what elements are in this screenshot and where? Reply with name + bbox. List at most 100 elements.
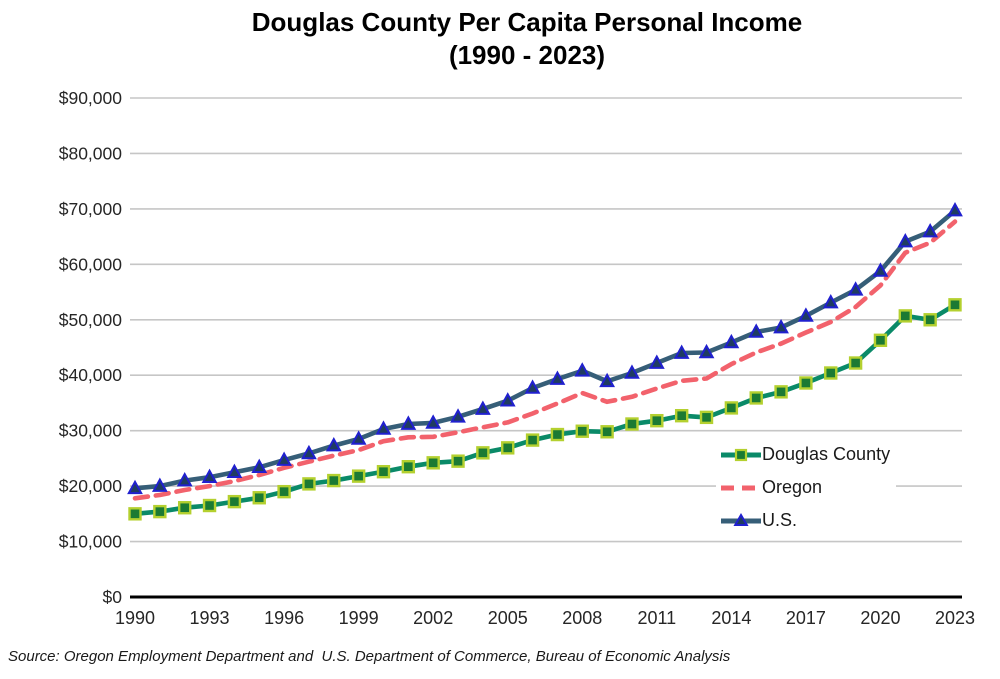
data-point-marker	[600, 425, 614, 439]
legend-swatch-us-icon	[720, 512, 762, 530]
legend-item-douglas-county: Douglas County	[720, 438, 890, 471]
data-point-marker	[201, 468, 218, 484]
legend-item-us: U.S.	[720, 504, 890, 537]
y-axis-tick-label: $90,000	[59, 88, 123, 108]
data-point-marker	[401, 460, 416, 474]
legend-item-oregon: Oregon	[720, 471, 890, 504]
data-point-marker	[277, 484, 291, 499]
x-axis-tick-label: 1993	[190, 608, 230, 628]
series-line-douglas-county	[132, 302, 958, 517]
data-point-marker	[375, 420, 392, 435]
data-point-marker	[822, 294, 839, 309]
data-point-marker	[923, 313, 937, 327]
chart-title: Douglas County Per Capita Personal Incom…	[0, 6, 1000, 71]
data-point-marker	[897, 233, 914, 248]
data-point-marker	[898, 309, 913, 323]
data-point-marker	[227, 494, 242, 509]
data-point-marker	[451, 454, 465, 468]
data-point-marker	[848, 356, 863, 370]
data-point-marker	[301, 444, 317, 460]
x-axis-tick-label: 2011	[637, 608, 676, 628]
data-point-marker	[947, 201, 963, 217]
data-point-marker	[824, 366, 838, 380]
y-axis-tick-label: $0	[103, 587, 123, 607]
series-line-oregon	[132, 219, 958, 501]
data-point-marker	[176, 471, 193, 487]
data-point-marker	[302, 477, 316, 491]
y-axis-tick-label: $10,000	[59, 532, 123, 552]
data-point-marker	[599, 372, 616, 388]
data-point-marker	[128, 507, 142, 521]
x-axis-tick-label: 2020	[860, 608, 900, 628]
data-point-marker	[698, 343, 715, 359]
data-point-marker	[499, 392, 516, 407]
y-axis-tick-label: $30,000	[59, 421, 123, 441]
data-point-marker	[773, 318, 789, 334]
data-point-marker	[501, 441, 515, 455]
source-note: Source: Oregon Employment Department and…	[8, 648, 731, 665]
data-point-marker	[650, 413, 664, 428]
x-axis-tick-label: 2005	[488, 608, 528, 628]
legend-label-douglas-county: Douglas County	[762, 444, 891, 464]
data-point-marker	[798, 307, 814, 322]
x-axis-tick-label: 2002	[413, 608, 453, 628]
data-point-marker	[575, 424, 589, 438]
x-axis-tick-label: 1990	[115, 608, 155, 628]
data-point-marker	[425, 414, 442, 429]
x-axis-tick-label: 1996	[264, 608, 304, 628]
y-axis-tick-label: $60,000	[59, 254, 123, 274]
chart-title-line1: Douglas County Per Capita Personal Incom…	[251, 7, 803, 37]
data-point-marker	[748, 323, 765, 338]
data-point-marker	[873, 333, 888, 347]
data-point-marker	[550, 427, 565, 442]
x-axis-tick-label: 2023	[935, 608, 975, 628]
x-axis-tick-label: 2017	[786, 608, 826, 628]
y-axis-tick-label: $70,000	[59, 199, 123, 219]
data-point-marker	[450, 408, 466, 423]
data-point-marker	[474, 400, 491, 415]
data-point-marker	[376, 464, 391, 479]
data-point-marker	[673, 344, 690, 359]
data-point-marker	[574, 362, 591, 377]
data-point-marker	[127, 479, 143, 495]
data-point-marker	[549, 370, 566, 385]
data-point-marker	[153, 504, 167, 519]
data-point-marker	[749, 391, 763, 405]
data-point-marker	[648, 354, 665, 369]
chart-canvas: $0 $10,000 $20,000 $30,000 $40,000 $50,000 $60…	[59, 88, 975, 628]
data-point-marker	[699, 410, 714, 425]
x-axis-tick-label: 2014	[711, 608, 751, 628]
data-point-marker	[724, 401, 739, 415]
data-point-marker	[177, 501, 192, 515]
data-point-marker	[426, 456, 440, 470]
data-point-marker	[872, 262, 889, 277]
legend-swatch-douglas-county-icon	[720, 446, 762, 464]
data-point-marker	[525, 433, 540, 447]
data-point-marker	[624, 364, 640, 379]
data-point-marker	[251, 458, 268, 474]
data-point-marker	[351, 469, 366, 483]
data-point-marker	[226, 463, 243, 479]
data-point-marker	[799, 376, 813, 390]
legend-swatch-oregon-icon	[720, 479, 762, 497]
chart-title-line2: (1990 - 2023)	[448, 39, 606, 70]
x-axis-tick-label: 2008	[562, 608, 602, 628]
y-axis-tick-label: $50,000	[59, 310, 123, 330]
chart-legend: Douglas County Oregon U.S.	[716, 436, 897, 539]
data-point-marker	[151, 477, 168, 492]
data-point-marker	[625, 417, 639, 431]
series-line-u-s-	[132, 208, 958, 491]
data-point-marker	[948, 298, 962, 312]
data-point-marker	[847, 281, 864, 296]
y-axis-tick-label: $40,000	[59, 365, 123, 385]
data-point-marker	[350, 430, 367, 445]
data-point-marker	[674, 408, 689, 423]
data-point-marker	[325, 437, 342, 452]
y-axis-tick-label: $80,000	[59, 143, 123, 163]
data-point-marker	[252, 491, 266, 505]
data-point-marker	[476, 446, 490, 460]
data-point-marker	[524, 379, 541, 394]
y-axis-tick-label: $20,000	[59, 476, 123, 496]
data-point-marker	[276, 451, 292, 466]
